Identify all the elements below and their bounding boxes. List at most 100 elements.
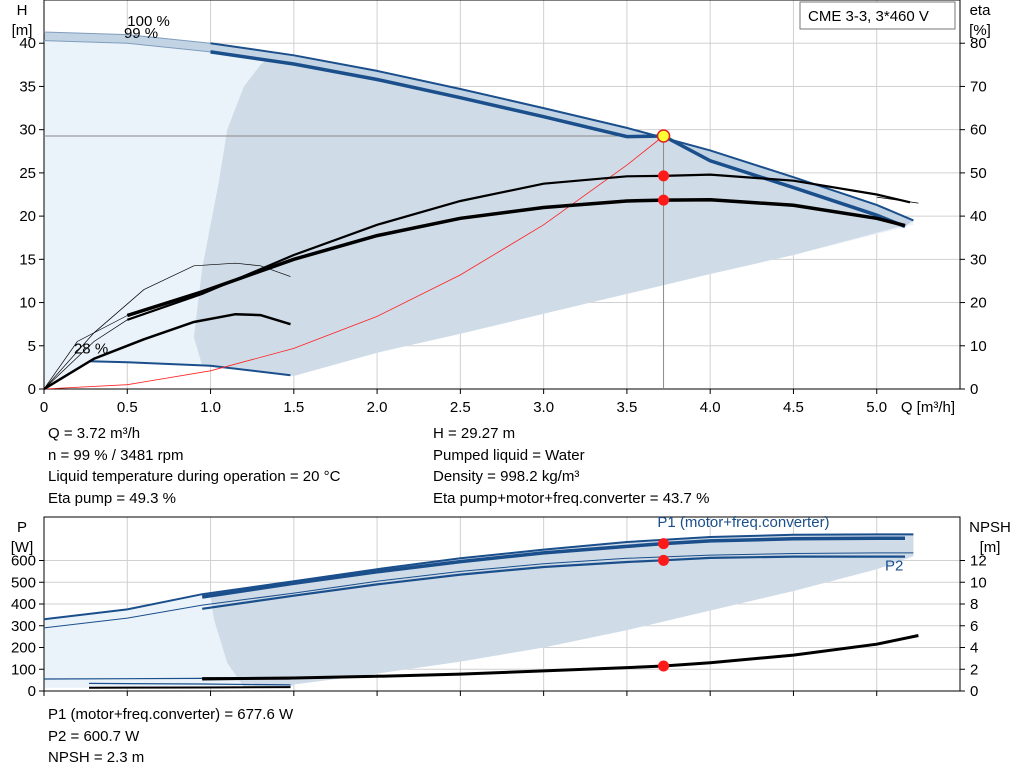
npsh-curve — [202, 634, 919, 681]
info-eta-pump: Eta pump = 49.3 % — [48, 489, 176, 507]
y-right-tick-label: 10 — [970, 338, 987, 355]
duty-point-marker — [658, 554, 670, 566]
x-axis-label: Q [m³/h] — [901, 399, 955, 416]
x-tick-label: 2.0 — [367, 399, 388, 416]
head-curve-28 — [88, 360, 291, 377]
info-p2: P2 = 600.7 W — [48, 727, 140, 745]
y-right-tick-label: 2 — [970, 661, 978, 678]
info-eta-total: Eta pump+motor+freq.converter = 43.7 % — [433, 489, 710, 507]
x-tick-label: 4.0 — [700, 399, 721, 416]
p-low-speed-curve-2 — [88, 682, 291, 686]
y-left-tick-label: 200 — [11, 640, 36, 657]
head-tail-curve — [876, 196, 919, 204]
y-left-tick-label: 15 — [19, 251, 36, 268]
npsh-low-speed-curve — [88, 686, 291, 689]
eta-total-curve-thin — [43, 315, 128, 390]
efficiency-point-marker — [658, 194, 670, 206]
info-npsh: NPSH = 2.3 m — [48, 749, 145, 766]
pump-label: CME 3-3, 3*460 V — [808, 8, 929, 25]
lower-dark-region — [210, 534, 914, 688]
y-right-axis-unit: [%] — [969, 22, 991, 39]
x-tick-label: 3.5 — [616, 399, 637, 416]
series-label: P1 (motor+freq.converter) — [657, 514, 829, 531]
y-left-tick-label: 100 — [11, 661, 36, 678]
info-density: Density = 998.2 kg/m³ — [433, 468, 580, 485]
head-efficiency-plot: 0 5 10 15 20 25 30 35 40 0 10 20 30 40 50 60 70 80 0 0.5 1.0… — [11, 0, 992, 416]
dark-region — [193, 43, 914, 376]
y-left-axis-label: H — [17, 2, 28, 19]
info-q: Q = 3.72 m³/h — [48, 425, 141, 442]
y-left-tick-label: 30 — [19, 122, 36, 139]
y-left-tick-label: 10 — [19, 295, 36, 312]
x-tick-label: 1.5 — [283, 399, 304, 416]
efficiency-point-marker — [658, 170, 670, 182]
y-right-tick-label: 4 — [970, 640, 978, 657]
head-curve-99-thin — [43, 40, 211, 53]
power-npsh-plot: 0 100 200 300 400 500 600 0 2 4 6 8 10 12 P [W] NPSH [m] P… — [11, 514, 1011, 700]
y-left-tick-label: 20 — [19, 208, 36, 225]
speed-label: 99 % — [124, 25, 158, 42]
operating-point-marker — [656, 129, 671, 143]
speed-label: 100 % — [127, 13, 170, 30]
eta-pump-curve — [126, 173, 911, 321]
p2-curve-99 — [202, 555, 905, 610]
series-label: P2 — [885, 557, 903, 574]
y-left-tick-label: 300 — [11, 618, 36, 635]
y-left-tick-label: 500 — [11, 574, 36, 591]
y-right-tick-label: 60 — [970, 122, 987, 139]
head-curve-100 — [210, 42, 914, 222]
duty-point-marker — [658, 660, 670, 672]
y-right-tick-label: 30 — [970, 251, 987, 268]
y-right-tick-label: 80 — [970, 35, 987, 52]
plot-frame — [43, 0, 961, 390]
y-right-tick-label: 20 — [970, 295, 987, 312]
head-curve-99 — [210, 50, 906, 229]
info-pumped-liquid: Pumped liquid = Water — [433, 446, 585, 464]
y-right-tick-label: 12 — [970, 553, 987, 570]
duty-point-marker — [658, 538, 670, 550]
info-right: H = 29.27 m Pumped liquid = Water Densit… — [433, 423, 709, 509]
y-right-tick-label: 50 — [970, 165, 987, 182]
y-left-tick-label: 400 — [11, 596, 36, 613]
y-right-axis-label: NPSH — [969, 519, 1011, 536]
eta-low-speed-total-curve — [43, 312, 291, 391]
p1-curve-99 — [201, 536, 905, 599]
y-left-tick-label: 5 — [28, 338, 36, 355]
info-p1: P1 (motor+freq.converter) = 677.6 W — [48, 706, 294, 723]
y-left-tick-label: 40 — [19, 35, 36, 52]
x-tick-label: 3.0 — [533, 399, 554, 416]
y-right-tick-label: 8 — [970, 596, 978, 613]
info-liquid-temp: Liquid temperature during operation = 20… — [48, 468, 341, 485]
eta-pump-curve-thin — [43, 319, 128, 390]
info-n: n = 99 % / 3481 rpm — [48, 446, 184, 464]
y-left-axis-label: P — [17, 519, 27, 536]
y-left-tick-label: 0 — [28, 381, 36, 398]
y-left-axis-unit: [W] — [11, 539, 34, 556]
y-right-tick-label: 40 — [970, 208, 987, 225]
y-left-axis-unit: [m] — [12, 22, 33, 39]
p1-curve-100 — [43, 533, 914, 621]
x-tick-label: 4.5 — [783, 399, 804, 416]
y-right-tick-label: 10 — [970, 574, 987, 591]
y-left-tick-label: 0 — [28, 683, 36, 700]
system-curve — [43, 135, 664, 390]
y-right-axis-label: eta — [970, 2, 992, 19]
x-tick-label: 2.5 — [450, 399, 471, 416]
speed-label: 28 % — [74, 341, 108, 358]
y-right-tick-label: 70 — [970, 78, 987, 95]
head-curve-100-thin — [43, 31, 211, 44]
y-left-tick-label: 25 — [19, 165, 36, 182]
pump-label-box: CME 3-3, 3*460 V — [799, 1, 956, 30]
x-tick-label: 0 — [40, 399, 48, 416]
y-left-tick-label: 600 — [11, 553, 36, 570]
y-right-axis-unit: [m] — [980, 539, 1001, 556]
info-left: Q = 3.72 m³/h n = 99 % / 3481 rpm Liquid… — [48, 423, 340, 509]
x-tick-label: 5.0 — [866, 399, 887, 416]
info-h: H = 29.27 m — [433, 425, 516, 442]
info-bottom: P1 (motor+freq.converter) = 677.6 W P2 =… — [48, 704, 293, 769]
y-right-tick-label: 0 — [970, 683, 978, 700]
y-right-tick-label: 6 — [970, 618, 978, 635]
eta-total-curve — [126, 197, 906, 318]
y-left-tick-label: 35 — [19, 78, 36, 95]
